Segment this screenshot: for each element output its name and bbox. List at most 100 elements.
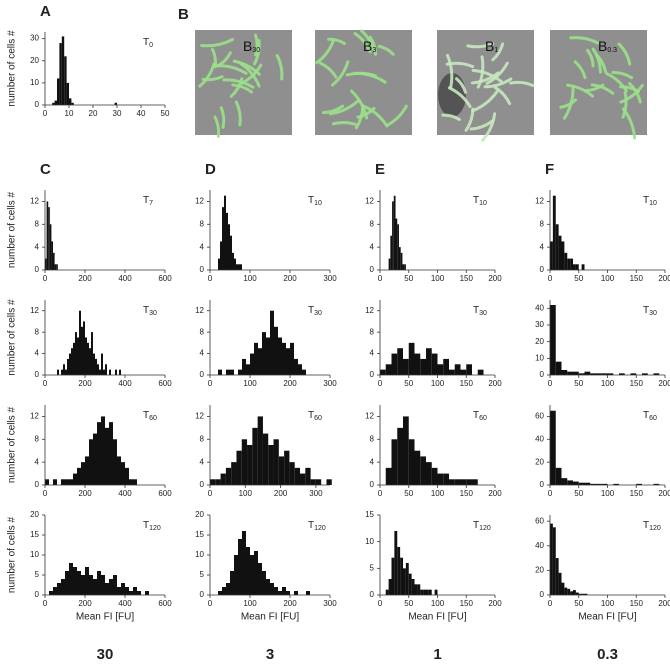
y-tick-label: 4 xyxy=(35,349,40,358)
y-tick-label: 5 xyxy=(370,563,375,572)
plot-title-sub: 60 xyxy=(479,415,487,422)
plot-title-main: T xyxy=(473,305,479,316)
panel-label: E xyxy=(375,161,385,178)
bar xyxy=(270,310,274,375)
bar xyxy=(642,373,648,375)
bar xyxy=(575,264,579,270)
bar xyxy=(87,342,89,375)
panel-label: F xyxy=(545,161,554,178)
bar xyxy=(385,589,389,595)
cell xyxy=(471,68,503,84)
bar xyxy=(393,195,396,270)
x-tick-label: 200 xyxy=(283,599,297,608)
bar xyxy=(105,364,107,375)
cell xyxy=(229,77,244,98)
bar xyxy=(310,479,316,485)
micrograph-label: B3 xyxy=(363,38,376,54)
plot-title: T120 xyxy=(473,520,491,532)
bar xyxy=(397,348,403,375)
cell xyxy=(469,119,494,131)
bar xyxy=(254,342,258,375)
x-tick-label: 0 xyxy=(548,274,553,283)
bar xyxy=(305,467,311,485)
bar xyxy=(567,258,571,270)
bar xyxy=(81,326,83,375)
y-tick-label: 0 xyxy=(35,480,40,489)
x-tick-label: 0 xyxy=(378,379,383,388)
bar xyxy=(89,439,93,485)
micrograph-label: B30 xyxy=(243,38,260,54)
y-tick-label: 4 xyxy=(35,457,40,466)
bar xyxy=(64,56,67,105)
bar xyxy=(567,588,571,595)
x-tick-label: 150 xyxy=(630,274,644,283)
y-tick-label: 0 xyxy=(200,265,205,274)
bar xyxy=(408,342,415,375)
bar xyxy=(405,563,409,595)
micrograph-label: B0.3 xyxy=(598,38,617,54)
bar xyxy=(555,467,562,485)
bar xyxy=(636,483,642,485)
plot-title-main: T xyxy=(473,520,479,531)
bar xyxy=(71,102,74,105)
bar xyxy=(601,373,608,375)
bar xyxy=(105,427,109,485)
y-axis-label: number of cells # xyxy=(7,299,18,376)
micrograph-label-main: B xyxy=(485,38,494,54)
x-tick-label: 400 xyxy=(118,599,132,608)
bar xyxy=(630,373,637,375)
bar xyxy=(613,483,619,485)
bar xyxy=(66,82,69,105)
y-tick-label: 0 xyxy=(540,590,545,599)
y-tick-label: 0 xyxy=(370,265,375,274)
bar xyxy=(85,337,87,375)
bar xyxy=(63,364,65,375)
bar xyxy=(380,369,386,375)
bar xyxy=(262,433,269,485)
y-tick-label: 0 xyxy=(35,265,40,274)
y-tick-label: 10 xyxy=(195,550,204,559)
bar xyxy=(477,369,484,375)
x-tick-label: 150 xyxy=(460,599,474,608)
bar xyxy=(575,592,579,595)
bar xyxy=(113,575,117,595)
bar xyxy=(240,264,242,270)
plot-title: T10 xyxy=(308,195,322,207)
x-tick-label: 0 xyxy=(208,599,213,608)
plot-title: T120 xyxy=(308,520,326,532)
y-tick-label: 8 xyxy=(35,434,40,443)
bar xyxy=(61,479,65,485)
x-tick-label: 0 xyxy=(378,489,383,498)
bar xyxy=(226,583,230,595)
bar xyxy=(101,353,103,375)
bar xyxy=(278,456,285,485)
bar xyxy=(394,531,398,595)
concentration-label: 30 xyxy=(97,646,114,663)
bar xyxy=(403,358,409,375)
x-tick-label: 200 xyxy=(658,489,670,498)
plot-title-sub: 30 xyxy=(479,310,487,317)
bar xyxy=(222,207,224,270)
x-tick-label: 400 xyxy=(118,489,132,498)
cell xyxy=(466,42,495,49)
cell xyxy=(386,104,408,127)
x-tick-label: 100 xyxy=(243,274,257,283)
bar xyxy=(224,195,226,270)
bar xyxy=(601,483,608,485)
x-tick-label: 50 xyxy=(574,599,583,608)
plot-title-sub: 120 xyxy=(649,525,661,532)
bar xyxy=(228,224,230,270)
x-tick-label: 200 xyxy=(78,379,92,388)
bar xyxy=(414,584,418,595)
y-tick-label: 20 xyxy=(195,510,204,519)
bar xyxy=(71,348,73,375)
cell xyxy=(275,54,284,81)
x-tick-label: 300 xyxy=(323,274,337,283)
bar xyxy=(258,563,262,595)
plot-title-main: T xyxy=(308,410,314,421)
x-axis-label: Mean FI [FU] xyxy=(408,612,467,623)
x-tick-label: 0 xyxy=(208,379,213,388)
bar xyxy=(115,369,117,375)
bar xyxy=(290,342,294,375)
bar xyxy=(246,547,250,595)
